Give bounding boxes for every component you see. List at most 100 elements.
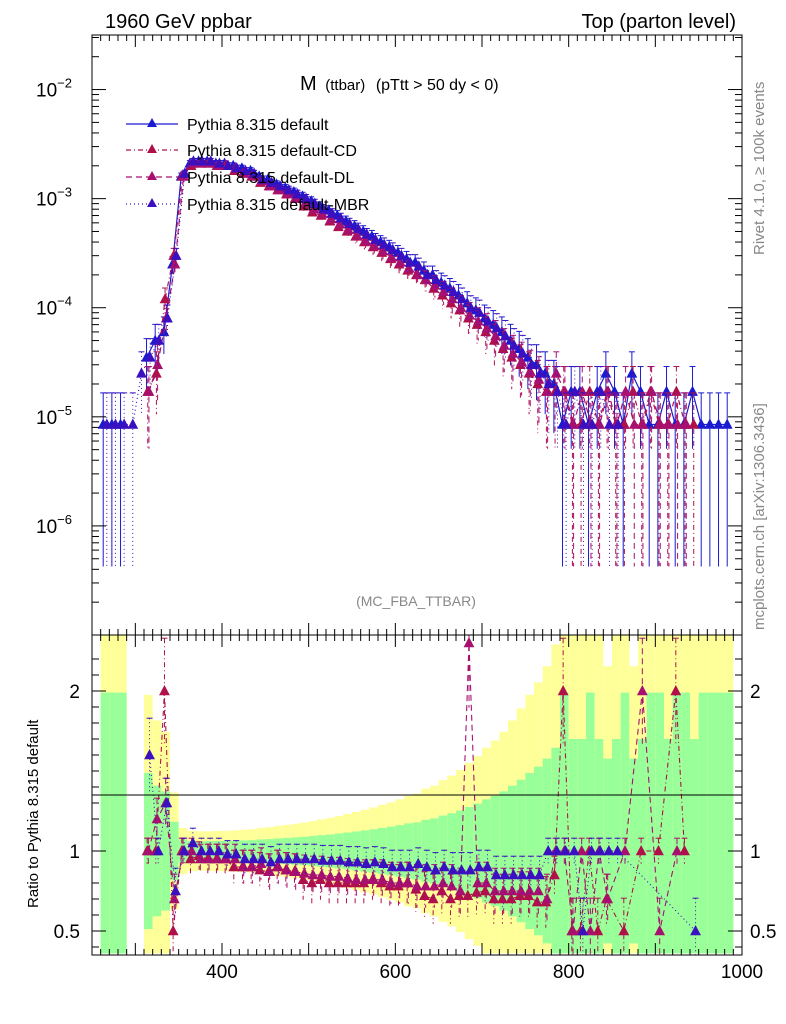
ratio-point: [213, 845, 225, 856]
ratio-band-green: [412, 822, 422, 880]
data-point: [152, 358, 163, 369]
ratio-point: [412, 857, 424, 868]
ratio-point: [525, 869, 537, 880]
legend-entry-mbr: Pythia 8.315 default-MBR: [126, 197, 369, 214]
ratio-band-green: [707, 692, 716, 954]
ratio-point: [560, 845, 571, 856]
data-point: [292, 188, 303, 199]
data-point: [413, 260, 425, 271]
data-point: [490, 330, 501, 341]
data-point: [594, 418, 605, 429]
data-point: [586, 418, 598, 429]
ratio-band-green: [672, 692, 682, 954]
data-point: [151, 367, 162, 378]
data-point: [387, 243, 399, 254]
data-point: [472, 315, 484, 326]
ratio-point: [428, 880, 440, 891]
ratio-tick-label-right: 0.5: [750, 922, 776, 943]
ratio-band-green: [612, 738, 621, 954]
data-point: [430, 273, 442, 285]
legend-label-mbr: Pythia 8.315 default-MBR: [187, 197, 369, 214]
ratio-band-green: [161, 791, 170, 911]
ratio-band-green: [716, 692, 725, 954]
data-point: [663, 418, 675, 429]
ratio-point: [464, 864, 476, 875]
ratio-point: [343, 856, 355, 867]
ratio-band-green: [360, 830, 370, 872]
data-point: [231, 162, 243, 173]
ratio-point: [323, 877, 335, 888]
series-0: [97, 155, 733, 567]
ratio-point: [612, 845, 623, 856]
ratio-point: [272, 861, 284, 872]
ratio-point: [159, 685, 170, 696]
data-point: [309, 197, 321, 208]
ratio-point: [635, 845, 647, 856]
ratio-band-green: [698, 692, 708, 954]
data-point: [524, 365, 536, 376]
ratio-band-green: [265, 839, 274, 863]
legend-label-default: Pythia 8.315 default: [187, 117, 329, 134]
ratio-point: [386, 861, 398, 872]
ratio-point: [222, 848, 233, 859]
data-point: [274, 180, 286, 191]
ratio-point: [499, 869, 511, 880]
analysis-watermark: (MC_FBA_TTBAR): [356, 593, 476, 609]
legend-entry-cd: Pythia 8.315 default-CD: [126, 143, 357, 160]
ratio-point: [306, 877, 318, 888]
ratio-point: [178, 845, 190, 856]
data-point: [352, 222, 364, 233]
ratio-point: [196, 845, 207, 856]
ratio-line: [148, 754, 696, 932]
ratio-point: [368, 873, 380, 884]
ratio-band-green: [100, 692, 110, 954]
ratio-point: [186, 845, 198, 856]
data-point: [465, 301, 477, 312]
ratio-point: [274, 853, 285, 864]
data-point: [222, 159, 234, 170]
data-point: [704, 418, 716, 429]
ratio-point: [690, 925, 701, 936]
data-point: [604, 418, 615, 429]
x-tick-label: 600: [379, 962, 411, 983]
data-point: [481, 322, 493, 333]
ratio-point: [436, 885, 448, 896]
plot-title-main: M: [300, 73, 317, 95]
ratio-point: [421, 861, 433, 872]
plot-title-rest: (pTtt > 50 dy < 0): [376, 77, 499, 94]
ratio-point: [291, 853, 303, 864]
ratio-point: [264, 865, 276, 876]
ratio-band-green: [326, 834, 335, 868]
ratio-point: [350, 873, 362, 884]
ratio-point: [534, 869, 545, 880]
ratio-point: [359, 873, 371, 884]
data-point: [620, 385, 631, 396]
ratio-band-green: [317, 835, 326, 867]
ratio-band-green: [118, 692, 127, 954]
legend-entry-dl: Pythia 8.315 default-DL: [126, 170, 354, 187]
data-point: [721, 418, 733, 429]
x-tick-label: 800: [553, 962, 585, 983]
ratio-point: [248, 853, 259, 864]
triangle-marker-icon: [147, 144, 157, 153]
ratio-point: [473, 861, 485, 872]
data-point: [404, 256, 416, 267]
data-point: [179, 167, 191, 178]
ratio-series-3: [144, 717, 701, 955]
ratio-band-green: [343, 832, 352, 870]
ratio-point: [506, 885, 518, 896]
data-point: [464, 309, 475, 320]
ratio-point: [498, 885, 510, 896]
data-point: [159, 293, 171, 304]
ratio-point: [516, 869, 528, 880]
ratio-band-green: [170, 821, 179, 881]
ratio-tick-label-right: 1: [750, 842, 761, 863]
ratio-point: [636, 685, 648, 696]
ratio-band-green: [516, 779, 526, 923]
y-tick-label: 10−6: [36, 512, 72, 538]
ratio-tick-label: 2: [69, 682, 80, 703]
x-tick-label: 400: [206, 962, 238, 983]
ratio-point: [568, 845, 580, 856]
ratio-point: [334, 854, 346, 865]
data-point: [188, 155, 199, 166]
